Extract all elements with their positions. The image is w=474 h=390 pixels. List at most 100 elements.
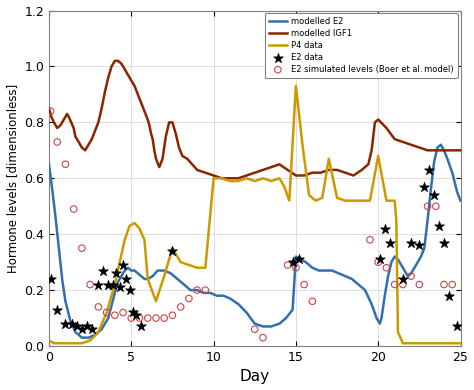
E2 data bbox=[399, 276, 407, 282]
modelled IGF1 bbox=[122, 67, 128, 72]
modelled IGF1 bbox=[219, 176, 225, 181]
P4 data bbox=[96, 330, 101, 334]
E2 data bbox=[289, 259, 296, 265]
Line: modelled E2: modelled E2 bbox=[49, 145, 461, 338]
Y-axis label: Hormone levels [dimensionless]: Hormone levels [dimensionless] bbox=[6, 84, 18, 273]
E2 data bbox=[83, 323, 91, 330]
E2 simulated levels (Boer et al. model) bbox=[193, 287, 201, 293]
E2 simulated levels (Boer et al. model) bbox=[62, 161, 69, 167]
E2 simulated levels (Boer et al. model) bbox=[136, 315, 143, 321]
Line: modelled IGF1: modelled IGF1 bbox=[49, 61, 461, 178]
modelled IGF1 bbox=[433, 148, 438, 152]
modelled E2 bbox=[458, 199, 464, 203]
E2 simulated levels (Boer et al. model) bbox=[185, 295, 193, 301]
E2 simulated levels (Boer et al. model) bbox=[54, 139, 61, 145]
E2 simulated levels (Boer et al. model) bbox=[70, 206, 77, 212]
Legend: modelled E2, modelled IGF1, P4 data, E2 data, E2 simulated levels (Boer et al. m: modelled E2, modelled IGF1, P4 data, E2 … bbox=[264, 13, 458, 78]
E2 data bbox=[445, 292, 453, 299]
P4 data bbox=[63, 341, 68, 346]
E2 data bbox=[73, 323, 81, 330]
E2 simulated levels (Boer et al. model) bbox=[383, 265, 390, 271]
E2 data bbox=[62, 321, 69, 327]
E2 simulated levels (Boer et al. model) bbox=[432, 203, 439, 209]
E2 simulated levels (Boer et al. model) bbox=[259, 335, 267, 341]
E2 data bbox=[386, 239, 393, 246]
E2 simulated levels (Boer et al. model) bbox=[169, 312, 176, 318]
E2 simulated levels (Boer et al. model) bbox=[152, 315, 160, 321]
P4 data bbox=[117, 260, 123, 264]
E2 simulated levels (Boer et al. model) bbox=[119, 309, 127, 316]
E2 simulated levels (Boer et al. model) bbox=[111, 312, 118, 318]
E2 data bbox=[78, 326, 86, 332]
E2 data bbox=[169, 248, 176, 254]
E2 data bbox=[95, 282, 102, 288]
E2 data bbox=[123, 276, 130, 282]
P4 data bbox=[268, 179, 274, 183]
E2 simulated levels (Boer et al. model) bbox=[78, 245, 86, 251]
E2 data bbox=[430, 192, 438, 198]
E2 simulated levels (Boer et al. model) bbox=[424, 203, 431, 209]
E2 data bbox=[426, 167, 433, 173]
E2 data bbox=[129, 309, 137, 316]
E2 simulated levels (Boer et al. model) bbox=[128, 315, 135, 321]
E2 simulated levels (Boer et al. model) bbox=[448, 282, 456, 288]
E2 simulated levels (Boer et al. model) bbox=[407, 273, 415, 279]
modelled IGF1 bbox=[118, 61, 124, 66]
P4 data bbox=[145, 277, 151, 281]
modelled E2 bbox=[79, 335, 85, 340]
P4 data bbox=[293, 84, 299, 89]
E2 data bbox=[381, 225, 389, 232]
E2 simulated levels (Boer et al. model) bbox=[177, 304, 184, 310]
E2 simulated levels (Boer et al. model) bbox=[103, 309, 110, 316]
E2 data bbox=[68, 321, 76, 327]
E2 data bbox=[454, 323, 461, 330]
E2 data bbox=[420, 184, 428, 190]
E2 simulated levels (Boer et al. model) bbox=[301, 282, 308, 288]
E2 data bbox=[137, 323, 145, 330]
E2 simulated levels (Boer et al. model) bbox=[47, 108, 55, 114]
E2 simulated levels (Boer et al. model) bbox=[86, 282, 94, 288]
modelled IGF1 bbox=[458, 148, 464, 152]
modelled IGF1 bbox=[46, 106, 52, 111]
E2 simulated levels (Boer et al. model) bbox=[284, 262, 292, 268]
E2 simulated levels (Boer et al. model) bbox=[309, 298, 316, 305]
E2 simulated levels (Boer et al. model) bbox=[416, 282, 423, 288]
E2 data bbox=[88, 326, 96, 332]
E2 simulated levels (Boer et al. model) bbox=[374, 259, 382, 265]
modelled E2 bbox=[395, 257, 401, 262]
E2 data bbox=[104, 282, 112, 288]
E2 data bbox=[295, 256, 303, 262]
P4 data bbox=[458, 341, 464, 346]
modelled E2 bbox=[112, 291, 118, 295]
E2 data bbox=[376, 256, 383, 262]
modelled E2 bbox=[128, 268, 134, 273]
P4 data bbox=[359, 199, 365, 203]
E2 simulated levels (Boer et al. model) bbox=[95, 304, 102, 310]
E2 data bbox=[47, 276, 55, 282]
E2 data bbox=[440, 239, 448, 246]
E2 simulated levels (Boer et al. model) bbox=[201, 287, 209, 293]
E2 data bbox=[109, 282, 117, 288]
E2 data bbox=[116, 284, 124, 291]
E2 data bbox=[100, 268, 107, 274]
E2 data bbox=[54, 307, 61, 313]
modelled IGF1 bbox=[79, 145, 85, 150]
modelled E2 bbox=[63, 299, 68, 304]
E2 simulated levels (Boer et al. model) bbox=[391, 282, 399, 288]
modelled E2 bbox=[379, 316, 384, 321]
E2 data bbox=[113, 270, 120, 277]
modelled IGF1 bbox=[112, 58, 118, 63]
E2 data bbox=[407, 239, 415, 246]
Line: P4 data: P4 data bbox=[49, 86, 461, 343]
E2 data bbox=[416, 242, 423, 248]
E2 simulated levels (Boer et al. model) bbox=[160, 315, 168, 321]
modelled E2 bbox=[46, 162, 52, 167]
E2 simulated levels (Boer et al. model) bbox=[144, 315, 152, 321]
modelled IGF1 bbox=[132, 84, 137, 89]
E2 data bbox=[132, 312, 140, 318]
P4 data bbox=[51, 341, 57, 346]
E2 simulated levels (Boer et al. model) bbox=[399, 282, 407, 288]
E2 simulated levels (Boer et al. model) bbox=[251, 326, 258, 332]
modelled IGF1 bbox=[166, 120, 172, 125]
E2 data bbox=[126, 287, 133, 293]
